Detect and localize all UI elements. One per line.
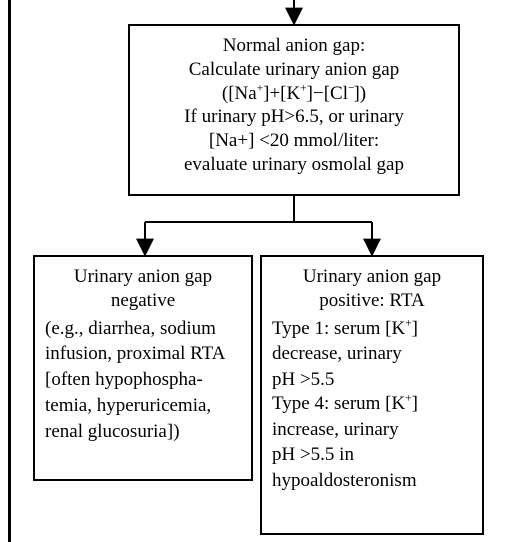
body-line: (e.g., diarrhea, sodium — [45, 317, 241, 341]
type4-line: hypoaldosteronism — [272, 469, 472, 493]
heading-line: Urinary anion gap — [45, 265, 241, 289]
formula-part: ]−[Cl — [307, 83, 348, 104]
type4-line: Type 4: serum [K+] — [272, 392, 472, 416]
heading-line: Urinary anion gap — [272, 265, 472, 289]
formula-part: ([Na — [222, 83, 257, 104]
type4-line: increase, urinary — [272, 418, 472, 442]
node-uag-negative: Urinary anion gap negative (e.g., diarrh… — [33, 255, 253, 481]
text-line: [Na+] <20 mmol/liter: — [140, 129, 448, 153]
body-line: temia, hyperuricemia, — [45, 394, 241, 418]
text-part: ] — [412, 318, 418, 339]
body-line: infusion, proximal RTA — [45, 342, 241, 366]
formula-part: ]+[K — [263, 83, 300, 104]
body-line: [often hypophospha- — [45, 368, 241, 392]
node-normal-anion-gap: Normal anion gap: Calculate urinary anio… — [128, 24, 460, 196]
type4-line: pH >5.5 in — [272, 443, 472, 467]
page-left-rule — [8, 0, 11, 542]
text-line: evaluate urinary osmolal gap — [140, 153, 448, 177]
type1-line: decrease, urinary — [272, 342, 472, 366]
text-part: ] — [412, 393, 418, 414]
text-line: Calculate urinary anion gap — [140, 58, 448, 82]
heading-line: negative — [45, 289, 241, 313]
heading-line: positive: RTA — [272, 289, 472, 313]
text-part: Type 1: serum [K — [272, 318, 405, 339]
text-part: Type 4: serum [K — [272, 393, 405, 414]
text-line: If urinary pH>6.5, or urinary — [140, 105, 448, 129]
formula-part: ]) — [353, 83, 366, 104]
flowchart-canvas: Normal anion gap: Calculate urinary anio… — [0, 0, 508, 542]
type1-line: Type 1: serum [K+] — [272, 317, 472, 341]
body-line: renal glucosuria]) — [45, 420, 241, 444]
type1-line: pH >5.5 — [272, 368, 472, 392]
node-uag-positive-rta: Urinary anion gap positive: RTA Type 1: … — [260, 255, 484, 535]
text-line: Normal anion gap: — [140, 34, 448, 58]
text-line-formula: ([Na+]+[K+]−[Cl−]) — [140, 82, 448, 106]
